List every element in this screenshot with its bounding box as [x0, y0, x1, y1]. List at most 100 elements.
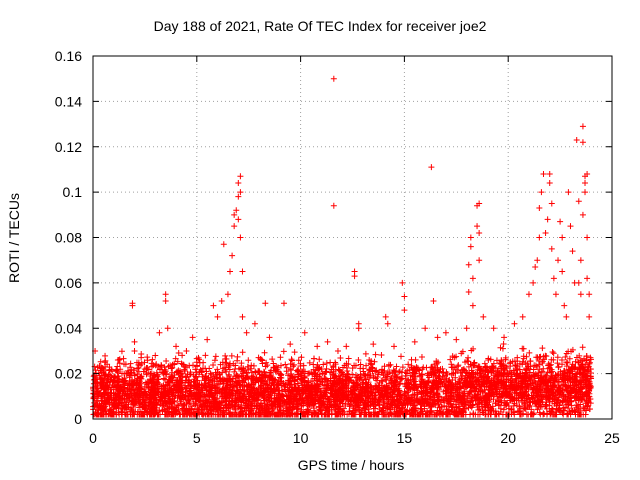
dense-point: [512, 377, 519, 384]
dense-point: [141, 389, 148, 396]
dense-point: [181, 363, 188, 370]
dense-point: [140, 403, 147, 410]
dense-point: [480, 381, 487, 388]
dense-point: [462, 401, 469, 408]
dense-point: [338, 396, 345, 403]
dense-point: [569, 346, 576, 353]
dense-point: [219, 369, 226, 376]
dense-point: [437, 366, 444, 373]
dense-point: [207, 370, 214, 377]
dense-point: [402, 372, 409, 379]
dense-point: [405, 376, 412, 383]
dense-point: [269, 356, 276, 363]
dense-point: [156, 366, 163, 373]
dense-point: [350, 384, 357, 391]
dense-point: [298, 354, 305, 361]
dense-point: [129, 382, 136, 389]
dense-point: [361, 399, 368, 406]
dense-point: [533, 391, 540, 398]
dense-point: [376, 396, 383, 403]
dense-point: [305, 411, 312, 418]
dense-point: [207, 383, 214, 390]
dense-point: [397, 380, 404, 387]
dense-point: [538, 374, 545, 381]
dense-point: [476, 366, 483, 373]
dense-point: [262, 388, 269, 395]
dense-point: [414, 364, 421, 371]
dense-point: [531, 373, 538, 380]
dense-point: [453, 403, 460, 410]
dense-point: [520, 355, 527, 362]
dense-point: [278, 362, 285, 369]
dense-point: [336, 379, 343, 386]
dense-point: [160, 401, 167, 408]
dense-point: [138, 354, 145, 361]
dense-point: [395, 411, 402, 418]
dense-point: [470, 369, 477, 376]
dense-point: [314, 394, 321, 401]
dense-point: [516, 366, 523, 373]
dense-point: [470, 362, 477, 369]
dense-point: [435, 375, 442, 382]
dense-point: [150, 411, 157, 418]
dense-point: [561, 369, 568, 376]
dense-point: [170, 374, 177, 381]
dense-point: [173, 408, 180, 415]
dense-point: [337, 354, 344, 361]
dense-point: [112, 386, 119, 393]
dense-point: [440, 388, 447, 395]
dense-point: [569, 361, 576, 368]
dense-point: [531, 394, 538, 401]
dense-point: [313, 377, 320, 384]
dense-point: [179, 352, 186, 359]
dense-point: [314, 364, 321, 371]
dense-point: [291, 361, 298, 368]
dense-point: [560, 404, 567, 411]
dense-point: [298, 406, 305, 413]
dense-point: [368, 361, 375, 368]
dense-point: [230, 382, 237, 389]
dense-point: [162, 370, 169, 377]
dense-point: [524, 381, 531, 388]
dense-point: [375, 371, 382, 378]
dense-point: [316, 371, 323, 378]
dense-point: [460, 366, 467, 373]
dense-point: [142, 397, 149, 404]
dense-point: [328, 404, 335, 411]
dense-point: [481, 360, 488, 367]
dense-point: [318, 366, 325, 373]
dense-point: [578, 377, 585, 384]
dense-point: [510, 395, 517, 402]
dense-point: [517, 392, 524, 399]
dense-point: [143, 402, 150, 409]
dense-point: [173, 369, 180, 376]
dense-point: [331, 387, 338, 394]
dense-point: [112, 403, 119, 410]
dense-point: [118, 408, 125, 415]
dense-point: [570, 363, 577, 370]
dense-point: [327, 375, 334, 382]
dense-point: [272, 366, 279, 373]
dense-point: [206, 379, 213, 386]
dense-point: [383, 400, 390, 407]
dense-point: [437, 399, 444, 406]
dense-point: [191, 391, 198, 398]
dense-point: [245, 375, 252, 382]
dense-point: [202, 352, 209, 359]
dense-point: [497, 372, 504, 379]
dense-point: [526, 373, 533, 380]
dense-point: [452, 369, 459, 376]
dense-point: [222, 352, 229, 359]
dense-point: [211, 357, 218, 364]
dense-point: [313, 389, 320, 396]
dense-point: [106, 393, 113, 400]
dense-point: [102, 357, 109, 364]
dense-point: [584, 372, 591, 379]
dense-point: [234, 357, 241, 364]
dense-point: [225, 364, 232, 371]
dense-point: [208, 410, 215, 417]
dense-point: [200, 359, 207, 366]
dense-point: [179, 388, 186, 395]
dense-point: [275, 390, 282, 397]
dense-point: [102, 352, 109, 359]
